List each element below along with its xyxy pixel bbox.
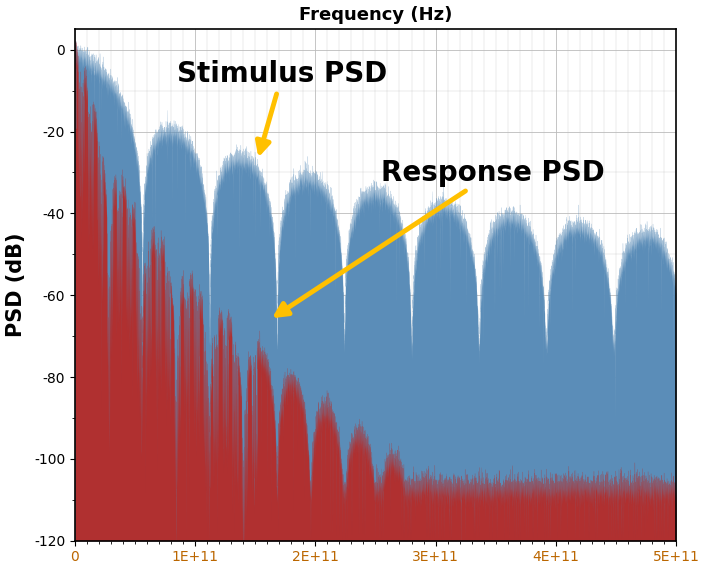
Text: Stimulus PSD: Stimulus PSD	[177, 60, 387, 152]
Title: Frequency (Hz): Frequency (Hz)	[299, 6, 452, 23]
Y-axis label: PSD (dB): PSD (dB)	[6, 233, 25, 337]
Text: Response PSD: Response PSD	[276, 158, 605, 315]
